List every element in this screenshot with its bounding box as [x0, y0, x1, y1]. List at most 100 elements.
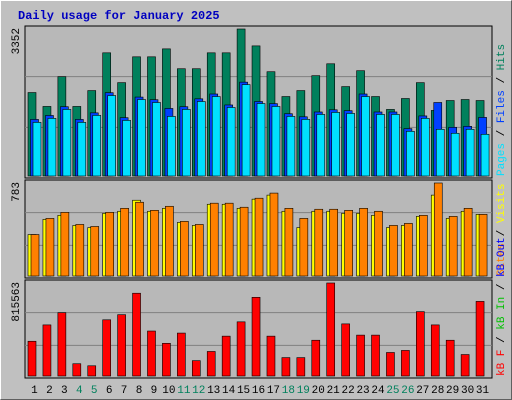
x-tick-label: 4	[76, 385, 83, 397]
bar	[241, 84, 251, 177]
bar	[346, 113, 355, 177]
bar	[167, 116, 176, 177]
x-tick-label: 3	[61, 385, 68, 397]
x-tick-label: 2	[46, 385, 53, 397]
x-tick-label: 28	[431, 385, 444, 397]
bar	[211, 96, 221, 177]
bar	[92, 115, 102, 177]
x-tick-label: 25	[386, 385, 399, 397]
bar	[27, 340, 37, 377]
bar	[77, 122, 87, 177]
x-tick-label: 15	[237, 385, 250, 397]
bar	[137, 99, 146, 177]
bar	[47, 118, 57, 177]
bar	[196, 101, 206, 177]
legend-separator: /	[496, 123, 508, 143]
legend-entry: Visits	[496, 184, 508, 224]
bar	[206, 351, 216, 377]
bar	[445, 339, 455, 377]
x-tick-label: 11	[177, 385, 191, 397]
bar	[57, 312, 67, 377]
bar	[120, 207, 129, 277]
bar	[460, 354, 470, 377]
x-tick-label: 24	[371, 385, 385, 397]
bar	[152, 102, 161, 177]
x-tick-label: 31	[476, 385, 490, 397]
bar	[62, 109, 72, 177]
legend-entry: Sites	[496, 243, 508, 276]
bar	[341, 323, 350, 377]
bar	[226, 107, 236, 177]
bar	[254, 197, 264, 277]
bar	[165, 205, 174, 277]
bar	[435, 128, 445, 177]
bar	[107, 95, 116, 177]
bar	[401, 350, 410, 377]
bar	[194, 224, 204, 277]
bar	[30, 234, 40, 277]
bar	[60, 212, 70, 277]
bar	[301, 119, 311, 177]
bar	[191, 360, 201, 377]
bar	[224, 202, 234, 277]
x-tick-label: 23	[356, 385, 369, 397]
bar	[177, 332, 186, 377]
bar	[419, 215, 428, 277]
x-tick-label: 14	[222, 385, 236, 397]
legend-separator: /	[496, 330, 508, 350]
legend-entry: Hits	[496, 44, 508, 70]
bar	[32, 122, 42, 177]
bar	[256, 103, 266, 177]
legend: Pages / Files / Hits	[496, 44, 508, 176]
chart-title: Daily usage for January 2025	[18, 9, 220, 23]
bar	[150, 210, 159, 277]
bar	[326, 282, 336, 377]
bar	[221, 335, 231, 377]
bar	[296, 357, 306, 377]
bar	[371, 334, 380, 377]
x-tick-label: 13	[207, 385, 220, 397]
x-tick-label: 1	[31, 385, 38, 397]
bar	[416, 311, 425, 377]
bar	[329, 208, 339, 277]
x-tick-label: 9	[151, 385, 158, 397]
legend-separator: /	[496, 277, 508, 297]
bar	[386, 352, 395, 377]
bar	[42, 324, 52, 377]
bar	[284, 207, 294, 277]
legend-separator: /	[496, 223, 508, 243]
bar	[480, 133, 490, 177]
bar	[269, 192, 279, 277]
bar	[448, 216, 458, 277]
bar	[430, 324, 440, 377]
bar	[102, 319, 111, 377]
bar	[374, 210, 383, 277]
bar	[376, 114, 385, 177]
bar	[72, 363, 82, 377]
bar	[209, 202, 219, 277]
bar	[344, 210, 353, 277]
max-label: 3352	[11, 28, 23, 54]
legend-separator: /	[496, 70, 508, 90]
bar	[406, 131, 415, 177]
x-tick-label: 8	[136, 385, 143, 397]
x-tick-label: 20	[312, 385, 325, 397]
bar	[478, 214, 488, 277]
legend-entry: kB F	[496, 350, 508, 376]
bar	[391, 114, 400, 177]
max-label: 815563	[11, 282, 23, 322]
x-tick-label: 19	[297, 385, 310, 397]
x-tick-label: 16	[252, 385, 265, 397]
legend: Sites / Visits	[496, 184, 508, 276]
bar	[180, 221, 189, 277]
x-tick-label: 30	[461, 385, 474, 397]
bar	[450, 132, 460, 177]
bar	[122, 120, 131, 177]
bar	[281, 357, 291, 377]
x-tick-label: 18	[282, 385, 295, 397]
bar	[105, 212, 114, 277]
bar	[251, 297, 261, 377]
bar	[147, 330, 156, 377]
